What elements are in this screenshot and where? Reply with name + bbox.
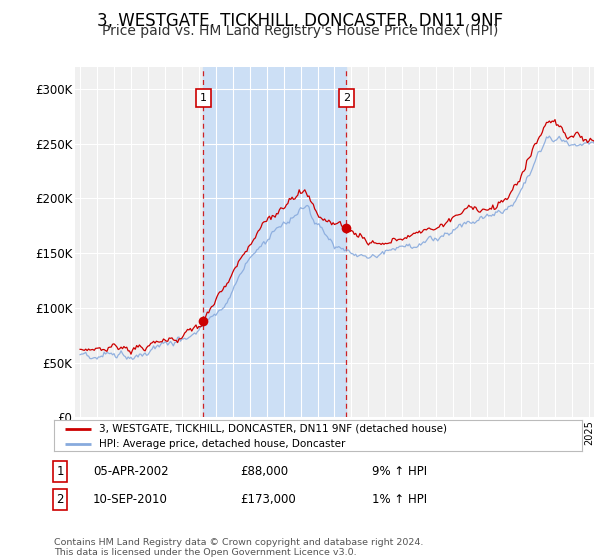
Text: 3, WESTGATE, TICKHILL, DONCASTER, DN11 9NF: 3, WESTGATE, TICKHILL, DONCASTER, DN11 9… bbox=[97, 12, 503, 30]
Text: Contains HM Land Registry data © Crown copyright and database right 2024.
This d: Contains HM Land Registry data © Crown c… bbox=[54, 538, 424, 557]
Text: 05-APR-2002: 05-APR-2002 bbox=[93, 465, 169, 478]
Text: 1% ↑ HPI: 1% ↑ HPI bbox=[372, 493, 427, 506]
Text: £88,000: £88,000 bbox=[240, 465, 288, 478]
Text: £173,000: £173,000 bbox=[240, 493, 296, 506]
Text: 1: 1 bbox=[200, 93, 207, 103]
Text: Price paid vs. HM Land Registry's House Price Index (HPI): Price paid vs. HM Land Registry's House … bbox=[102, 24, 498, 38]
Bar bbox=[203, 67, 346, 417]
Text: 9% ↑ HPI: 9% ↑ HPI bbox=[372, 465, 427, 478]
Text: HPI: Average price, detached house, Doncaster: HPI: Average price, detached house, Donc… bbox=[99, 439, 345, 449]
Text: 2: 2 bbox=[56, 493, 64, 506]
Text: 10-SEP-2010: 10-SEP-2010 bbox=[93, 493, 168, 506]
Text: 1: 1 bbox=[56, 465, 64, 478]
Text: 3, WESTGATE, TICKHILL, DONCASTER, DN11 9NF (detached house): 3, WESTGATE, TICKHILL, DONCASTER, DN11 9… bbox=[99, 423, 447, 433]
Text: 2: 2 bbox=[343, 93, 350, 103]
